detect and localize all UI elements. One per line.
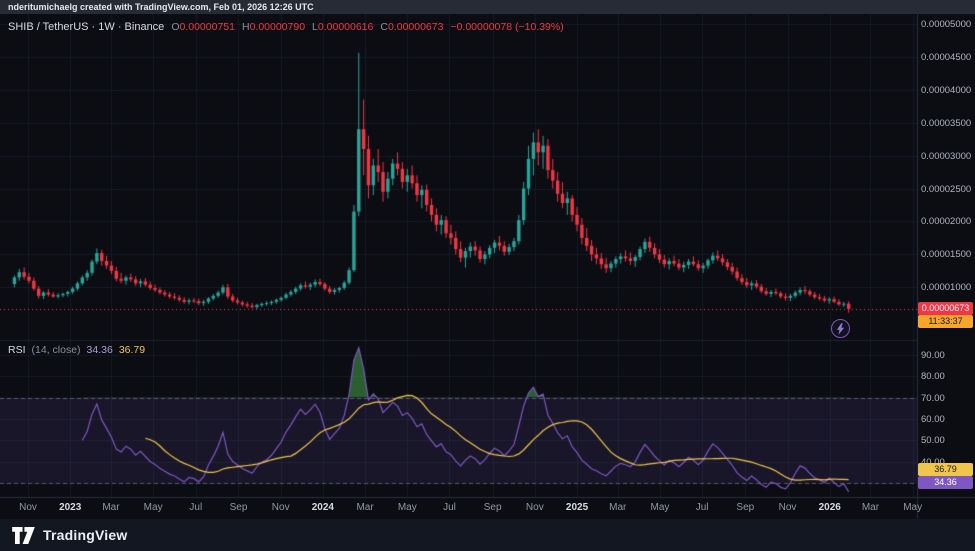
open-value: 0.00000751: [179, 21, 235, 33]
time-axis-label: Mar: [356, 502, 374, 513]
time-axis-label: Nov: [271, 502, 290, 513]
symbol-legend[interactable]: SHIB / TetherUS · 1W · Binance O0.000007…: [8, 21, 564, 33]
last-price-badge: 0.00000673: [918, 301, 973, 315]
rsi-tick-label: 40.00: [921, 457, 945, 468]
price-tick-label: 0.00001500: [921, 249, 972, 261]
time-axis-label: Sep: [229, 502, 248, 513]
bar-countdown-badge: 11:33:37: [918, 314, 973, 328]
rsi-tick-label: 60.00: [921, 413, 945, 425]
symbol-title: SHIB / TetherUS · 1W · Binance: [8, 21, 165, 33]
price-tick-label: 0.00002000: [921, 216, 972, 228]
price-tick-label: 0.00003000: [921, 150, 972, 162]
ohlc-low: L0.00000616: [312, 21, 373, 33]
pane-divider[interactable]: [0, 339, 917, 342]
time-axis-label: May: [143, 502, 163, 513]
time-axis-label: 2025: [565, 502, 589, 513]
rsi-tick-label: 50.00: [921, 435, 945, 447]
rsi-tick-label: 80.00: [921, 371, 945, 383]
low-value: 0.00000616: [317, 21, 374, 33]
price-tick-label: 0.00001000: [921, 282, 972, 294]
rsi-value-badge: 34.36: [918, 475, 973, 489]
time-axis-label: Nov: [525, 502, 544, 513]
change-value: −0.00000078 (−10.39%): [450, 21, 564, 33]
price-tick-label: 0.00004000: [921, 84, 972, 96]
time-axis-label: Jul: [443, 502, 456, 513]
attribution-bar: nderitumichaelg created with TradingView…: [0, 0, 975, 14]
rsi-value: 34.36: [86, 344, 113, 356]
price-tick-label: 0.00003500: [921, 117, 972, 129]
close-label: C: [380, 21, 388, 33]
price-tick-label: 0.00002500: [921, 183, 972, 195]
ohlc-close: C0.00000673: [380, 21, 443, 33]
instant-order-button[interactable]: [831, 319, 850, 338]
tradingview-logo-icon: [12, 526, 35, 544]
tradingview-logo[interactable]: TradingView: [12, 526, 128, 544]
footer-bar: TradingView: [0, 519, 975, 551]
price-tick-label: 0.00005000: [921, 18, 972, 30]
rsi-title: RSI: [8, 344, 26, 356]
lightning-icon: [836, 322, 845, 335]
high-value: 0.00000790: [249, 21, 306, 33]
open-label: O: [171, 21, 180, 33]
rsi-params: (14, close): [31, 344, 81, 356]
high-label: H: [241, 21, 250, 33]
close-value: 0.00000673: [387, 21, 444, 33]
time-axis-label: Jul: [695, 502, 709, 513]
time-axis-label: Sep: [736, 502, 755, 513]
rsi-ma-value: 36.79: [118, 344, 146, 356]
time-axis-label: Mar: [609, 502, 627, 513]
price-tick-label: 0.00004500: [921, 51, 972, 63]
tradingview-wordmark: TradingView: [43, 527, 128, 543]
time-axis-label: 2023: [59, 502, 82, 513]
time-axis-label: Mar: [102, 502, 120, 513]
time-axis-label: 2024: [311, 502, 334, 513]
time-axis-label: Sep: [483, 502, 502, 513]
low-label: L: [312, 21, 318, 33]
time-axis-label: May: [650, 502, 670, 513]
ohlc-high: H0.00000790: [242, 21, 305, 33]
rsi-ma-badge: 36.79: [918, 462, 973, 476]
ohlc-open: O0.00000751: [171, 21, 235, 33]
rsi-legend[interactable]: RSI (14, close) 34.36 36.79: [8, 344, 145, 356]
rsi-tick-label: 70.00: [921, 392, 945, 404]
time-axis-label: Mar: [861, 502, 880, 513]
time-axis-label: Nov: [19, 502, 37, 513]
time-axis-label: Nov: [778, 502, 797, 513]
time-axis-label: Jul: [189, 502, 203, 513]
time-axis-label: 2026: [818, 502, 841, 513]
attribution-text: nderitumichaelg created with TradingView…: [8, 2, 314, 12]
rsi-tick-label: 90.00: [921, 349, 945, 361]
time-axis-label: May: [397, 502, 417, 513]
time-axis-label: May: [903, 502, 923, 513]
